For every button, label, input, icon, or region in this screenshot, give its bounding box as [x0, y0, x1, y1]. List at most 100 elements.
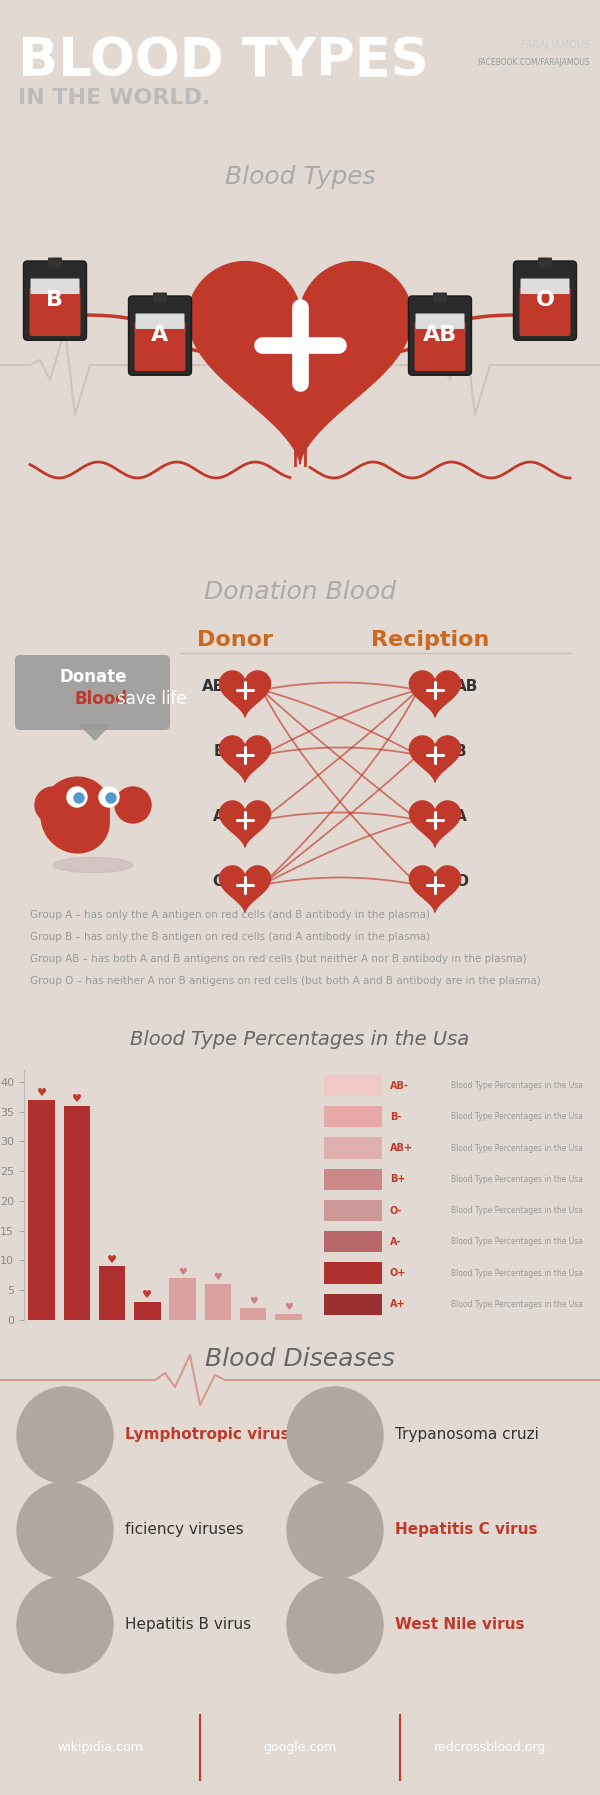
FancyBboxPatch shape	[538, 257, 552, 267]
Text: O-: O-	[390, 1206, 403, 1215]
FancyBboxPatch shape	[136, 314, 185, 328]
Bar	[64, 1106, 90, 1319]
Circle shape	[67, 786, 87, 808]
Circle shape	[17, 1578, 113, 1673]
Bar	[240, 1309, 266, 1319]
Text: Trypanosoma cruzi: Trypanosoma cruzi	[395, 1427, 539, 1443]
Text: Blood Type Percentages in the Usa: Blood Type Percentages in the Usa	[451, 1237, 583, 1246]
FancyBboxPatch shape	[433, 293, 447, 303]
Text: A: A	[455, 810, 467, 824]
Bar	[275, 1314, 302, 1319]
FancyBboxPatch shape	[409, 296, 472, 375]
Ellipse shape	[53, 858, 133, 872]
Text: B+: B+	[390, 1174, 406, 1185]
Text: redcrossblood.org: redcrossblood.org	[434, 1741, 546, 1754]
Text: Blood Type Percentages in the Usa: Blood Type Percentages in the Usa	[451, 1113, 583, 1122]
Text: FARAJ JAMOUS: FARAJ JAMOUS	[521, 39, 590, 50]
Text: Group AB – has both A and B antigens on red cells (but neither A nor B antibody : Group AB – has both A and B antigens on …	[30, 953, 527, 964]
Text: ♥: ♥	[72, 1093, 82, 1104]
Text: AB: AB	[202, 680, 225, 695]
Text: ♥: ♥	[142, 1291, 152, 1300]
FancyBboxPatch shape	[128, 296, 191, 375]
Text: West Nile virus: West Nile virus	[395, 1617, 524, 1632]
Circle shape	[17, 1388, 113, 1483]
Text: AB+: AB+	[390, 1143, 413, 1152]
Text: Group A – has only the A antigen on red cells (and B antibody in the plasma): Group A – has only the A antigen on red …	[30, 910, 430, 921]
Text: wikipidia.com: wikipidia.com	[57, 1741, 143, 1754]
Polygon shape	[220, 671, 271, 718]
Text: Blood Type Percentages in the Usa: Blood Type Percentages in the Usa	[451, 1269, 583, 1278]
Text: AB: AB	[423, 325, 457, 345]
FancyBboxPatch shape	[324, 1138, 382, 1158]
Text: ♥: ♥	[107, 1255, 117, 1265]
Bar	[169, 1278, 196, 1319]
Circle shape	[287, 1578, 383, 1673]
Bar	[99, 1267, 125, 1319]
FancyBboxPatch shape	[415, 314, 464, 328]
Text: B: B	[214, 745, 225, 759]
Text: Donate: Donate	[59, 668, 127, 686]
Text: ficiency viruses: ficiency viruses	[125, 1522, 244, 1538]
Text: Reciption: Reciption	[371, 630, 489, 650]
Circle shape	[287, 1388, 383, 1483]
Text: A-: A-	[390, 1237, 401, 1248]
FancyBboxPatch shape	[324, 1262, 382, 1283]
Circle shape	[115, 786, 151, 822]
Bar	[205, 1283, 231, 1319]
Polygon shape	[409, 865, 461, 912]
Text: Blood Types: Blood Types	[224, 165, 376, 188]
FancyBboxPatch shape	[15, 655, 170, 731]
Polygon shape	[80, 725, 110, 740]
Text: Blood Type Percentages in the Usa: Blood Type Percentages in the Usa	[451, 1143, 583, 1152]
Text: ♥: ♥	[214, 1273, 222, 1282]
Circle shape	[106, 793, 116, 802]
Text: A+: A+	[390, 1300, 406, 1309]
Bar	[28, 1100, 55, 1319]
Text: ♥: ♥	[178, 1267, 187, 1276]
Polygon shape	[409, 801, 461, 847]
Text: Blood Type Percentages in the Usa: Blood Type Percentages in the Usa	[451, 1300, 583, 1309]
Text: B-: B-	[390, 1111, 401, 1122]
Text: save life: save life	[117, 689, 187, 707]
Text: Blood Type Percentages in the Usa: Blood Type Percentages in the Usa	[130, 1030, 470, 1050]
Text: AB-: AB-	[390, 1081, 409, 1091]
Text: Blood Type Percentages in the Usa: Blood Type Percentages in the Usa	[451, 1081, 583, 1090]
Text: Group O – has neither A nor B antigens on red cells (but both A and B antibody a: Group O – has neither A nor B antigens o…	[30, 976, 541, 985]
Text: BLOOD TYPES: BLOOD TYPES	[18, 34, 429, 86]
Text: O: O	[212, 874, 225, 890]
Circle shape	[74, 793, 84, 802]
Circle shape	[35, 786, 71, 822]
Text: Blood Type Percentages in the Usa: Blood Type Percentages in the Usa	[451, 1206, 583, 1215]
Polygon shape	[409, 671, 461, 718]
FancyBboxPatch shape	[514, 260, 577, 341]
Bar	[134, 1301, 161, 1319]
Text: O: O	[536, 291, 554, 311]
Polygon shape	[220, 736, 271, 783]
Circle shape	[99, 786, 119, 808]
Polygon shape	[188, 262, 412, 463]
FancyBboxPatch shape	[29, 287, 80, 336]
Text: Donor: Donor	[197, 630, 273, 650]
Text: Donation Blood: Donation Blood	[204, 580, 396, 603]
Text: O: O	[455, 874, 468, 890]
FancyBboxPatch shape	[324, 1075, 382, 1097]
Text: IN THE WORLD.: IN THE WORLD.	[18, 88, 211, 108]
FancyBboxPatch shape	[134, 321, 185, 372]
Text: A: A	[151, 325, 169, 345]
Polygon shape	[41, 777, 109, 853]
Circle shape	[17, 1483, 113, 1578]
FancyBboxPatch shape	[31, 278, 79, 294]
FancyBboxPatch shape	[324, 1106, 382, 1127]
Polygon shape	[220, 865, 271, 912]
FancyBboxPatch shape	[48, 257, 62, 267]
FancyBboxPatch shape	[520, 287, 571, 336]
FancyBboxPatch shape	[324, 1199, 382, 1221]
Text: Hepatitis B virus: Hepatitis B virus	[125, 1617, 251, 1632]
Text: A: A	[213, 810, 225, 824]
FancyBboxPatch shape	[521, 278, 569, 294]
Text: ♥: ♥	[37, 1088, 47, 1099]
Text: Blood: Blood	[75, 689, 128, 707]
Text: AB: AB	[455, 680, 478, 695]
Text: Hepatitis C virus: Hepatitis C virus	[395, 1522, 538, 1538]
Text: Blood Type Percentages in the Usa: Blood Type Percentages in the Usa	[451, 1176, 583, 1185]
